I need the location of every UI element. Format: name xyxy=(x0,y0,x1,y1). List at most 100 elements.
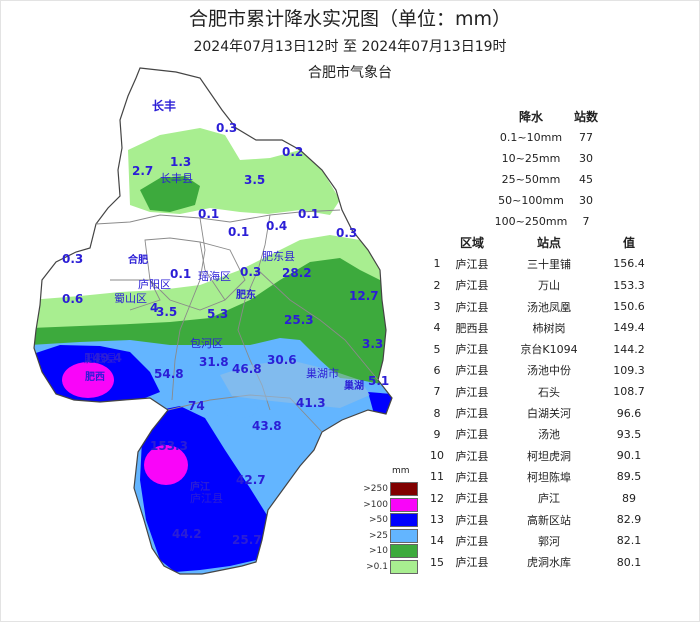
stats-row: 10~25mm 30 xyxy=(493,148,603,169)
band-10-north xyxy=(140,176,200,212)
station-value-label: 0.1 xyxy=(228,225,249,239)
rank-row: 7 庐江县 石头 108.7 xyxy=(425,381,665,402)
district-borders xyxy=(95,209,379,433)
chaohu-lake xyxy=(220,360,370,408)
issuing-agency: 合肥市气象台 xyxy=(308,65,392,81)
legend-item: >50 xyxy=(354,513,418,528)
rank-index: 9 xyxy=(433,427,441,441)
rank-station: 京台K1094 xyxy=(520,343,578,357)
place-label: 庐江县 xyxy=(190,491,223,505)
rank-row: 8 庐江县 白湖关河 96.6 xyxy=(425,402,665,423)
place-label: 巢湖市 xyxy=(306,366,339,380)
station-value-label: 1.3 xyxy=(170,155,191,169)
rank-value: 80.1 xyxy=(616,555,642,569)
legend-item: >100 xyxy=(354,497,418,513)
stats-row: 100~250mm 7 xyxy=(493,211,603,232)
legend-label: >25 xyxy=(369,530,388,541)
rank-district: 庐江县 xyxy=(455,492,489,506)
station-value-label: 0.1 xyxy=(298,207,319,221)
place-label: 合肥 xyxy=(127,253,148,266)
legend-swatch xyxy=(390,544,418,558)
legend-label: >50 xyxy=(369,515,388,525)
station-value-label: 3.5 xyxy=(244,173,265,187)
stats-count: 30 xyxy=(579,152,593,165)
rank-district: 庐江县 xyxy=(455,407,489,421)
rank-station: 汤池凤凰 xyxy=(527,300,571,314)
place-label: 蜀山区 xyxy=(114,292,147,305)
border-urban xyxy=(144,237,246,311)
place-label: 长丰县 xyxy=(160,172,193,185)
rank-district: 庐江县 xyxy=(455,534,489,548)
rank-row: 5 庐江县 京台K1094 144.2 xyxy=(425,338,665,359)
place-label: 肥西县 xyxy=(84,352,117,365)
rank-value: 150.6 xyxy=(613,300,645,314)
rank-row: 11 庐江县 柯坦陈埠 89.5 xyxy=(425,466,665,487)
rank-station: 汤池中份 xyxy=(527,364,571,378)
legend-item: >0.1 xyxy=(354,559,418,575)
legend-swatch xyxy=(390,497,418,512)
station-value-label: 42.7 xyxy=(236,473,266,487)
station-value-label: 0.3 xyxy=(216,121,237,135)
lake xyxy=(220,360,370,408)
station-value-label: 12.7 xyxy=(349,289,379,303)
rank-value: 144.2 xyxy=(613,342,645,356)
station-value-label: 3.5 xyxy=(156,305,177,319)
station-value-label: 3.3 xyxy=(362,337,383,351)
rank-row: 6 庐江县 汤池中份 109.3 xyxy=(425,360,665,381)
legend-label: >100 xyxy=(363,499,388,510)
time-range: 2024年07月13日12时 至 2024年07月13日19时 xyxy=(193,39,507,55)
rank-district: 庐江县 xyxy=(455,556,489,570)
rank-value: 89.5 xyxy=(616,470,642,484)
rank-row: 15 庐江县 虎洞水库 80.1 xyxy=(425,551,665,572)
rank-row: 9 庐江县 汤池 93.5 xyxy=(425,424,665,445)
rank-district: 庐江县 xyxy=(455,300,489,314)
legend-label: >250 xyxy=(363,484,388,494)
stats-count: 7 xyxy=(582,215,590,228)
rank-row: 14 庐江县 郭河 82.1 xyxy=(425,530,665,551)
stats-row: 0.1~10mm 77 xyxy=(493,127,603,148)
station-value-label: 0.3 xyxy=(240,265,261,279)
rank-header-station: 站点 xyxy=(536,236,561,251)
rank-value: 93.5 xyxy=(616,427,642,441)
stats-range: 25~50mm xyxy=(501,173,561,186)
rank-row: 1 庐江县 三十里铺 156.4 xyxy=(425,253,665,274)
rank-row: 13 庐江县 高新区站 82.9 xyxy=(425,509,665,530)
rank-district: 庐江县 xyxy=(455,470,489,484)
station-value-label: 5.3 xyxy=(207,307,228,321)
stats-count: 30 xyxy=(579,194,593,207)
rank-value: 96.6 xyxy=(616,406,642,420)
map-title: 合肥市累计降水实况图（单位：mm） xyxy=(188,8,512,30)
legend-label: >0.1 xyxy=(366,561,388,572)
rank-district: 庐江县 xyxy=(455,449,489,463)
station-value-label: 74 xyxy=(188,399,205,413)
stats-count: 77 xyxy=(579,131,593,144)
rank-value: 82.9 xyxy=(616,513,642,526)
station-value-label: 25.7 xyxy=(232,533,262,547)
station-value-labels: 0.3 1.3 2.7 3.5 0.2 0.1 0.1 0.4 0.1 0.3 0.3 0.1 0.3 0… xyxy=(62,121,389,547)
rank-index: 12 xyxy=(430,491,444,505)
station-value-label: 2.7 xyxy=(132,164,153,178)
station-value-label: 44.2 xyxy=(172,527,202,541)
rank-station: 汤池 xyxy=(538,428,560,442)
rank-index: 13 xyxy=(430,513,444,526)
rank-value: 89 xyxy=(622,491,636,505)
legend-swatch xyxy=(390,482,418,496)
rank-station: 郭河 xyxy=(538,534,560,548)
rank-index: 10 xyxy=(430,449,444,463)
rank-station: 石头 xyxy=(538,385,560,399)
stats-count: 45 xyxy=(579,173,593,186)
stats-header: 降水 站数 xyxy=(493,106,603,127)
rank-index: 4 xyxy=(433,321,441,335)
rank-station: 白湖关河 xyxy=(527,407,571,421)
station-value-label: 54.8 xyxy=(154,367,184,381)
rank-header-value: 值 xyxy=(622,236,635,251)
rank-district: 肥西县 xyxy=(455,321,489,335)
rank-station: 柯坦陈埠 xyxy=(527,470,571,484)
rank-station: 庐江 xyxy=(538,492,560,506)
rank-district: 庐江县 xyxy=(455,257,489,271)
rank-value: 90.1 xyxy=(616,449,642,463)
rank-index: 6 xyxy=(433,363,441,377)
city-outline xyxy=(33,67,393,575)
